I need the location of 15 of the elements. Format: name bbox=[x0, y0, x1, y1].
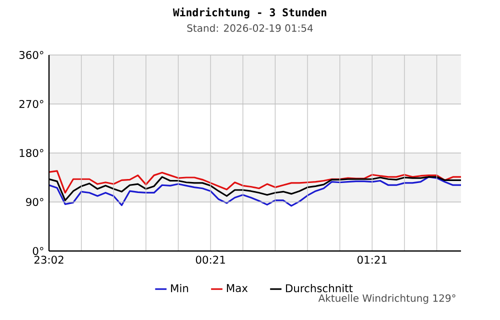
chart-subtitle: Stand: 2026-02-19 01:54 bbox=[187, 24, 313, 32]
y-tick-label: 0° bbox=[32, 246, 44, 256]
x-tick-label: 00:21 bbox=[196, 256, 225, 264]
line-series bbox=[49, 176, 461, 207]
y-tick-label: 90° bbox=[26, 198, 44, 206]
x-tick-label: 01:21 bbox=[357, 256, 387, 264]
y-tick-label: 360° bbox=[19, 50, 44, 60]
y-tick-label: 180° bbox=[20, 148, 44, 158]
y-tick-label: 270° bbox=[19, 100, 44, 108]
chart-title: Windrichtung - 3 Stunden bbox=[172, 8, 326, 18]
legend-label: Durchschnitt bbox=[286, 284, 353, 292]
legend-label: Min bbox=[171, 284, 188, 292]
legend-label: Max bbox=[226, 284, 248, 292]
text: Aktuelle Windrichtung 129° bbox=[318, 294, 456, 304]
x-tick-label: 23:02 bbox=[34, 256, 64, 264]
